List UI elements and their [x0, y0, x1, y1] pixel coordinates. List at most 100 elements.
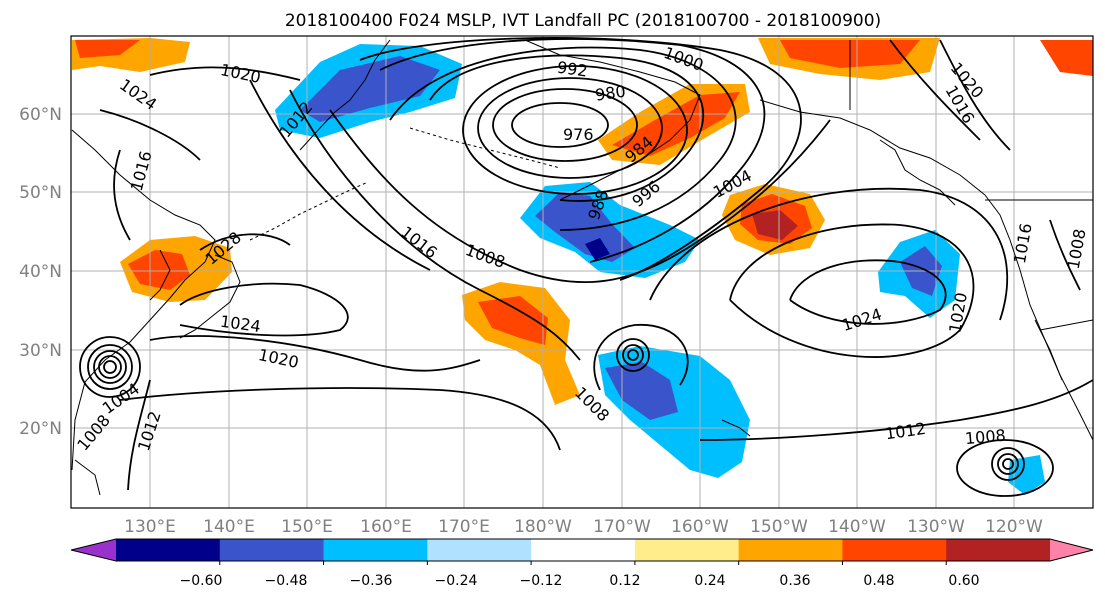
colorbar-cell	[738, 539, 843, 561]
lon-label: 150°W	[750, 517, 808, 537]
coast-north-america	[984, 194, 1093, 441]
colorbar-outline	[70, 538, 1094, 562]
colorbar-extend-max	[1050, 539, 1093, 561]
coast-philippines	[74, 459, 101, 496]
pos-region-alaska-gulf-core	[612, 92, 740, 156]
colorbar-cell	[427, 539, 532, 561]
isobar-1008-central	[593, 324, 689, 391]
lat-label: 50°N	[19, 183, 62, 203]
colorbar-cells	[71, 539, 1093, 561]
longitude-labels: 130°E 140°E 150°E 160°E 170°E 180°W 170°…	[124, 517, 1043, 537]
isobar-1020-west	[149, 335, 481, 372]
isobars	[79, 37, 1093, 497]
isobar-1024-west	[179, 282, 349, 337]
pos-region-ne-pacific-inner	[752, 210, 798, 240]
lon-label: 130°E	[124, 517, 176, 537]
lat-label: 20°N	[19, 419, 62, 439]
pos-region-nw-core	[75, 40, 140, 58]
isobar-1016-ne	[889, 39, 981, 141]
isobar-1016-west	[113, 149, 131, 241]
colorbar-cell	[531, 539, 636, 561]
colorbar-cell	[946, 539, 1051, 561]
lat-label: 60°N	[19, 105, 62, 125]
isobar-1024-north	[99, 109, 201, 161]
lon-label: 160°W	[671, 517, 729, 537]
colorbar-tick-label: −0.60	[180, 573, 223, 589]
pos-region-ne-corner	[1040, 40, 1093, 76]
isobar-1012-west-south	[127, 379, 151, 491]
isobar-tc-west-4	[87, 344, 133, 390]
coast-bc-islands	[879, 139, 956, 206]
neg-region-kamchatka-core	[300, 56, 440, 122]
isobar-tc-east-3	[991, 447, 1025, 481]
colorbar-ticks	[219, 561, 947, 565]
positive-anomaly-shading	[72, 38, 1093, 405]
colorbar-tick-label: −0.36	[350, 573, 393, 589]
isobar-1020-north	[149, 66, 301, 81]
isobar-tc-west-2	[98, 355, 122, 379]
colorbar-extend-min	[71, 539, 116, 561]
isobar-1012-east	[699, 379, 1093, 441]
border-us-mexico	[1039, 319, 1093, 331]
lon-label: 150°E	[281, 517, 333, 537]
isobar-1004	[359, 37, 802, 281]
colorbar-tick-label: 0.36	[779, 573, 810, 589]
isobar-tc-central-2	[622, 344, 644, 366]
lon-label: 170°W	[593, 517, 651, 537]
coast-aleutians	[409, 127, 561, 169]
coast-alaska-south	[759, 99, 986, 196]
colorbar-cell	[219, 539, 325, 561]
lon-label: 140°E	[203, 517, 255, 537]
isobar-1016-east	[649, 187, 1008, 321]
lon-label: 170°E	[438, 517, 490, 537]
isobar-976	[511, 102, 609, 148]
map-frame	[70, 35, 1094, 509]
isobar-1020-east	[729, 223, 975, 358]
isobar-1016-west-south	[119, 387, 561, 451]
lat-label: 40°N	[19, 262, 62, 282]
isobar-1008-ne	[1049, 219, 1081, 291]
coastlines	[71, 39, 1093, 496]
coast-japan	[179, 254, 241, 339]
isobar-tc-west-3	[93, 350, 127, 384]
lon-label: 140°W	[828, 517, 886, 537]
colorbar-cell	[116, 539, 221, 561]
colorbar-tick-label: −0.12	[520, 573, 563, 589]
isobar-1008-east-tc	[956, 439, 1054, 497]
isobar-tc-east-2	[997, 453, 1019, 475]
isobar-992	[429, 54, 705, 202]
neg-region-midlat-inner	[585, 238, 610, 260]
isobar-1016-north	[249, 79, 431, 271]
latitude-labels: 60°N 50°N 40°N 30°N 20°N	[19, 105, 62, 439]
colorbar-tick-label: −0.48	[265, 573, 308, 589]
neg-region-midlat-core	[535, 192, 635, 262]
isobar-1020-ne	[939, 39, 1011, 151]
coast-kurils	[249, 181, 369, 241]
lon-label: 160°E	[360, 517, 412, 537]
contour-label: 992	[556, 58, 589, 81]
colorbar-cell	[634, 539, 740, 561]
colorbar-tick-label: 0.60	[948, 573, 979, 589]
lon-label: 120°W	[985, 517, 1043, 537]
isobar-984	[477, 77, 663, 179]
colorbar: −0.60 −0.48 −0.36 −0.24 −0.12 0.12 0.24 …	[70, 538, 1094, 589]
lat-label: 30°N	[19, 341, 62, 361]
coast-korea	[149, 249, 171, 301]
isobar-1028-west	[199, 233, 291, 251]
neg-region-tropical-central-core	[605, 362, 678, 420]
contour-label: 976	[563, 125, 594, 144]
pos-region-central-core	[478, 296, 548, 345]
isobar-988	[462, 65, 688, 195]
colorbar-tick-labels: −0.60 −0.48 −0.36 −0.24 −0.12 0.12 0.24 …	[180, 573, 980, 589]
isobar-tc-west-1	[103, 360, 117, 374]
isobar-980	[492, 88, 638, 162]
coast-hawaii	[721, 419, 751, 437]
coast-kamchatka	[299, 39, 391, 151]
colorbar-cell	[842, 539, 947, 561]
isobar-tc-central-1	[627, 349, 639, 361]
colorbar-tick-label: 0.24	[694, 573, 725, 589]
isobar-tc-central-3	[616, 338, 650, 372]
isobar-996	[389, 46, 737, 231]
isobar-tc-west-5	[79, 336, 141, 398]
